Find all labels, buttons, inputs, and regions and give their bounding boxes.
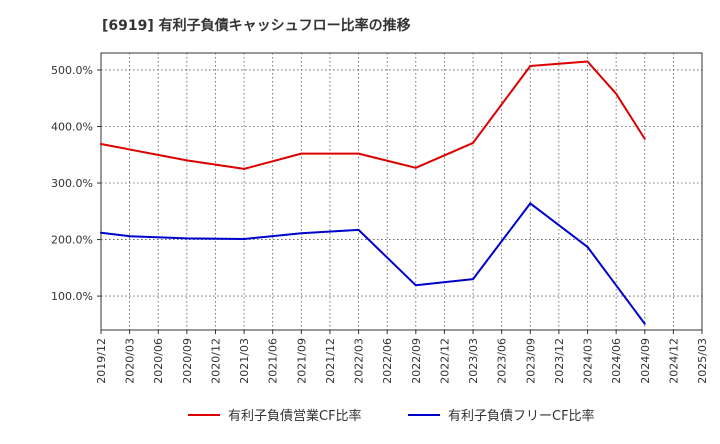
data-point: [100, 231, 102, 234]
y-tick-label: 200.0%: [51, 234, 93, 247]
data-point: [128, 235, 131, 238]
x-tick-label: 2020/06: [152, 338, 165, 384]
x-tick-label: 2021/06: [267, 338, 280, 384]
data-point: [243, 167, 246, 170]
data-point: [529, 202, 532, 205]
data-point: [185, 237, 188, 240]
data-point: [472, 141, 475, 144]
y-tick-label: 500.0%: [51, 64, 93, 77]
data-point: [643, 137, 646, 140]
x-tick-label: 2024/09: [639, 338, 652, 384]
x-tick-label: 2023/09: [524, 338, 537, 384]
data-point: [300, 232, 303, 235]
x-tick-label: 2019/12: [95, 338, 108, 384]
x-tick-label: 2022/09: [410, 338, 423, 384]
data-point: [414, 166, 417, 169]
y-tick-label: 400.0%: [51, 120, 93, 133]
legend-label: 有利子負債営業CF比率: [228, 408, 362, 424]
data-point: [185, 159, 188, 162]
chart-title: [6919] 有利子負債キャッシュフロー比率の推移: [102, 17, 411, 34]
plot-area: [100, 52, 703, 331]
x-tick-label: 2023/03: [467, 338, 480, 384]
x-tick-label: 2024/03: [582, 338, 595, 384]
x-tick-label: 2023/06: [496, 338, 509, 384]
data-point: [615, 92, 618, 95]
data-point: [643, 322, 646, 325]
data-point: [300, 152, 303, 155]
legend-label: 有利子負債フリーCF比率: [448, 408, 595, 424]
x-tick-label: 2020/12: [209, 338, 222, 384]
y-tick-label: 100.0%: [51, 290, 93, 303]
x-tick-label: 2022/03: [353, 338, 366, 384]
data-point: [586, 60, 589, 63]
x-tick-label: 2022/12: [438, 338, 451, 384]
data-point: [414, 284, 417, 287]
x-tick-label: 2020/03: [124, 338, 137, 384]
data-point: [529, 65, 532, 68]
x-tick-label: 2024/06: [610, 338, 623, 384]
x-tick-label: 2021/12: [324, 338, 337, 384]
x-tick-label: 2023/12: [553, 338, 566, 384]
x-tick-label: 2025/03: [696, 338, 709, 384]
x-tick-label: 2021/09: [295, 338, 308, 384]
x-tick-label: 2021/03: [238, 338, 251, 384]
y-tick-label: 300.0%: [51, 177, 93, 190]
data-point: [243, 237, 246, 240]
data-point: [357, 152, 360, 155]
x-tick-label: 2024/12: [667, 338, 680, 384]
x-tick-label: 2022/06: [381, 338, 394, 384]
data-point: [100, 143, 102, 146]
data-point: [472, 278, 475, 281]
data-point: [586, 245, 589, 248]
x-tick-label: 2020/09: [181, 338, 194, 384]
data-point: [357, 228, 360, 231]
